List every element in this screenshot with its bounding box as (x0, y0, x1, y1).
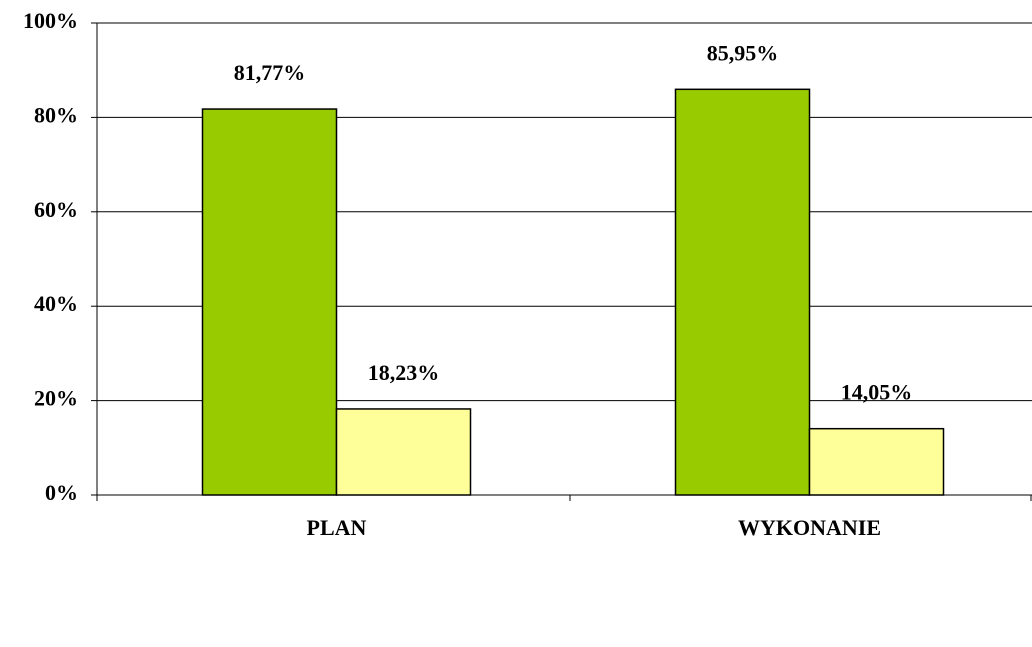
value-label: 14,05% (841, 380, 913, 405)
y-tick-label: 100% (23, 8, 78, 33)
y-tick-label: 0% (45, 480, 78, 505)
value-label: 81,77% (234, 60, 306, 85)
y-tick-label: 60% (34, 197, 78, 222)
bar (201, 108, 338, 496)
bar (335, 408, 472, 496)
y-tick-label: 20% (34, 386, 78, 411)
y-tick-label: 40% (34, 291, 78, 316)
value-label: 85,95% (707, 40, 779, 65)
bar (674, 88, 811, 496)
y-tick-label: 80% (34, 102, 78, 127)
x-tick-label: WYKONANIE (738, 515, 881, 540)
bar (808, 427, 945, 496)
value-label: 18,23% (368, 360, 440, 385)
x-tick-label: PLAN (307, 515, 367, 540)
